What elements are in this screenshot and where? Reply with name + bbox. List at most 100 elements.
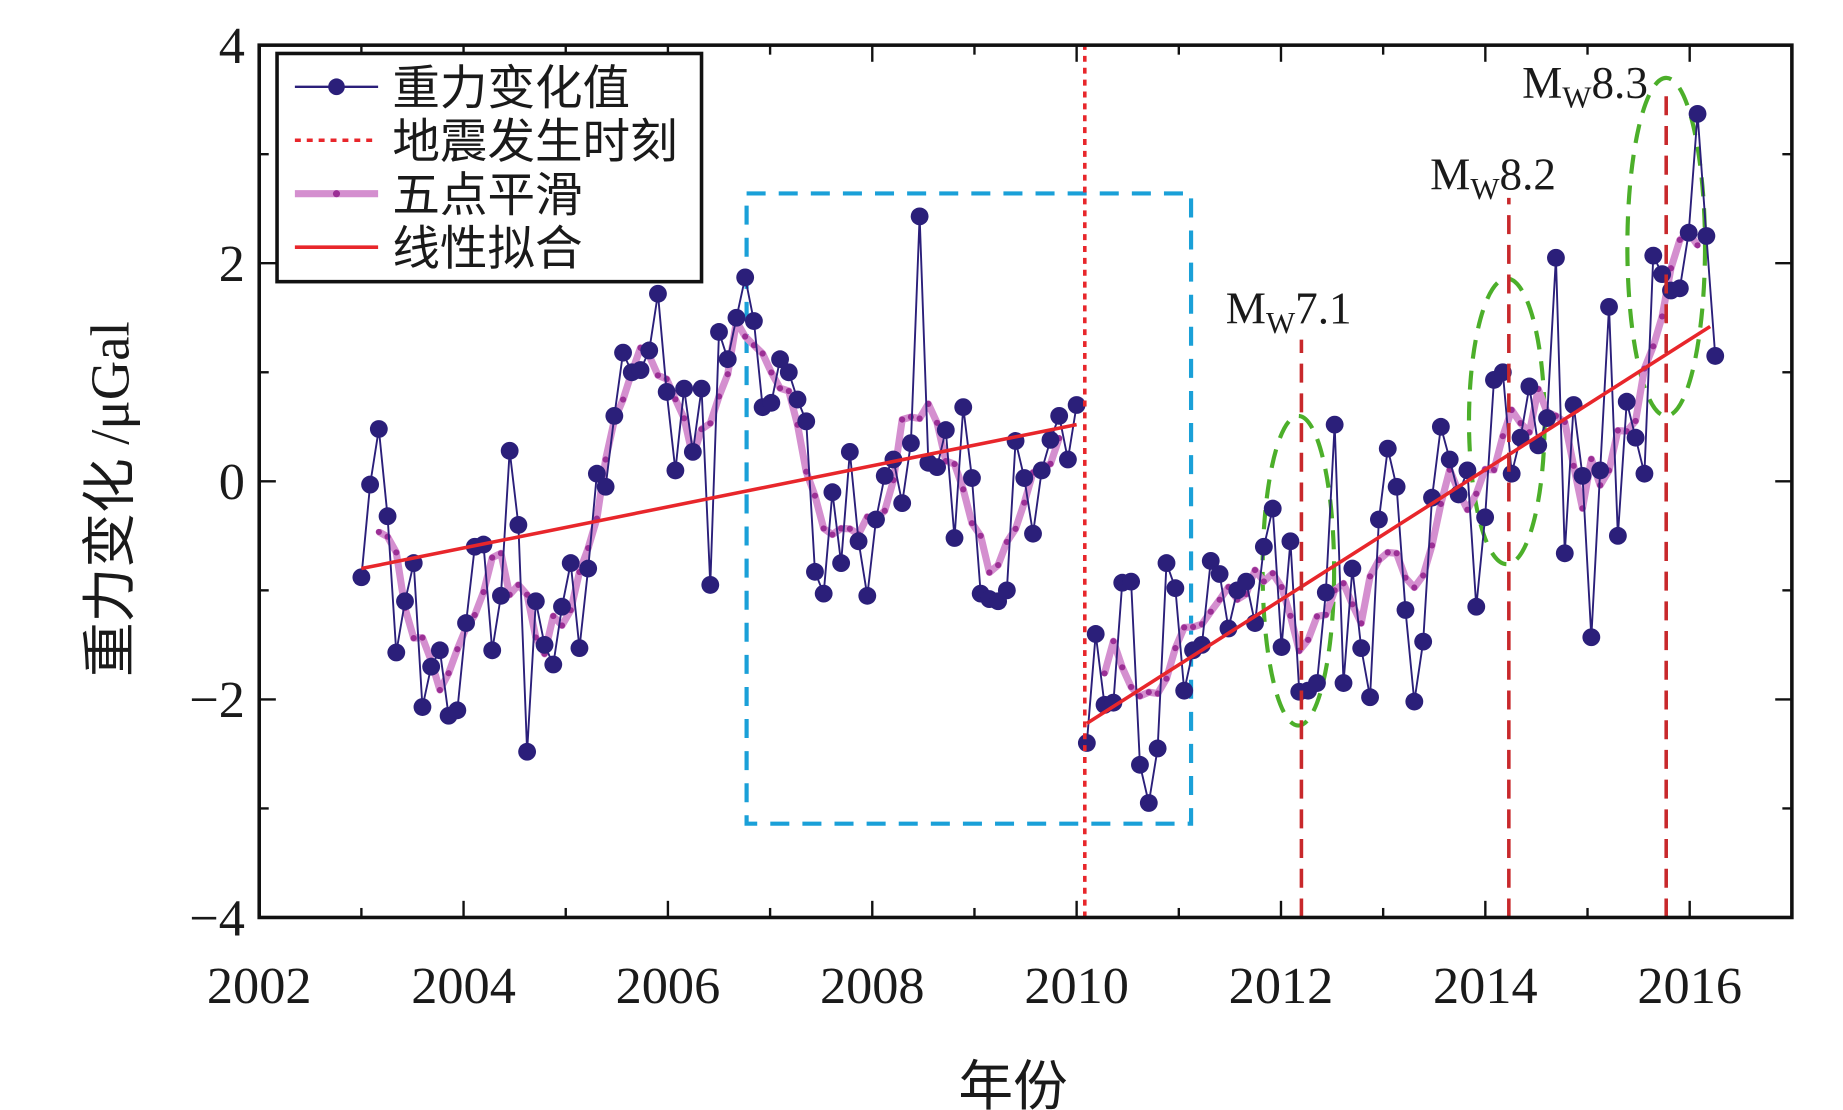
smooth-point [672,396,679,403]
observed-point [1679,223,1698,242]
anomaly-ellipse [1260,413,1337,728]
observed-point [509,516,528,534]
observed-point [1201,552,1220,570]
observed-point [1077,734,1096,752]
observed-point [858,586,877,605]
legend-smooth-marker [332,190,341,198]
smooth-point [1305,636,1312,643]
legend-entry-smooth: 五点平滑 [392,171,582,223]
smooth-point [1349,601,1356,608]
observed-point [535,635,554,654]
observed-point [1104,693,1123,712]
smooth-point [681,415,688,422]
smooth-point [1428,542,1436,549]
observed-point [361,475,380,494]
observed-point [1547,248,1565,267]
observed-point [500,441,519,460]
observed-point [518,742,537,761]
observed-point [823,483,842,502]
smooth-point [1216,596,1223,603]
smooth-point [1012,525,1019,532]
highlight-box [744,191,1194,826]
observed-point [1334,674,1353,692]
legend-observed-marker [328,78,345,96]
y-tick-label: 4 [219,17,245,75]
smooth-point [471,611,478,619]
observed-point [701,575,720,594]
observed-point [1032,461,1051,480]
observed-point [910,207,929,226]
observed-point [1555,544,1574,563]
smooth-point [1269,570,1276,577]
observed-point [1440,450,1459,469]
smooth-point [445,670,452,677]
observed-point [430,641,449,660]
observed-point [901,434,920,453]
smooth-point [1614,427,1621,434]
observed-point [526,592,545,611]
observed-point [832,554,851,573]
observed-point [744,312,763,330]
observed-point [657,382,676,401]
smooth-point [742,333,749,340]
observed-point [1396,601,1415,619]
series-layer [352,104,1725,812]
smooth-point [829,531,836,538]
observed-point [1608,526,1627,545]
smooth-point [1340,580,1347,587]
observed-point [448,701,467,720]
axis-ticks: 2002 2004 2006 2008 2010 2012 2014 2016 −4 −2 0 2 4 [189,17,1794,1015]
smooth-point [977,532,984,539]
smooth-point [489,554,496,561]
smooth-point [550,612,557,620]
observed-point [1635,464,1654,483]
observed-point [1325,415,1344,434]
observed-point [727,308,746,327]
observed-point [840,442,859,461]
observed-point [928,458,946,477]
smooth-point [1588,455,1595,463]
observed-point [1210,565,1229,583]
anomaly-ellipse [1625,75,1708,418]
earthquake-label: MW8.2 [1430,149,1556,205]
observed-point [544,655,563,674]
smooth-point [1650,343,1657,350]
observed-point [1697,227,1716,245]
observed-point [387,643,406,662]
smooth-point [393,549,400,556]
observed-point [1254,537,1273,556]
smooth-point [811,492,819,499]
x-axis-label: 年份 [958,1056,1067,1110]
smooth-point [375,528,382,536]
observed-point [396,592,414,611]
smooth-point [1676,236,1683,243]
smooth-point [558,622,566,629]
observed-point [1024,524,1042,543]
observed-point [771,350,789,369]
earthquake-lines: MW7.1 MW8.2 MW8.3 [1083,45,1668,918]
smooth-point [436,686,443,694]
observed-point [631,361,650,380]
smooth-point [1313,613,1321,620]
x-tick-label: 2012 [1229,957,1334,1015]
smooth-point [724,371,731,378]
observed-point [1653,265,1672,284]
x-tick-label: 2014 [1433,957,1538,1015]
x-tick-label: 2004 [411,957,516,1015]
observed-point [692,379,711,398]
observed-point [1511,428,1530,447]
smooth-point [1659,313,1666,320]
smooth-point [1632,417,1639,424]
observed-point [1263,499,1282,518]
observed-point [867,510,885,529]
smooth-point [899,416,906,423]
smooth-point [785,387,792,395]
smooth-point [1570,462,1577,469]
observed-point [561,554,580,573]
observed-point [806,562,824,581]
observed-point [849,532,868,551]
smooth-point [776,385,784,392]
smooth-point [480,589,487,596]
observed-point [1582,628,1601,647]
observed-point [640,341,659,360]
